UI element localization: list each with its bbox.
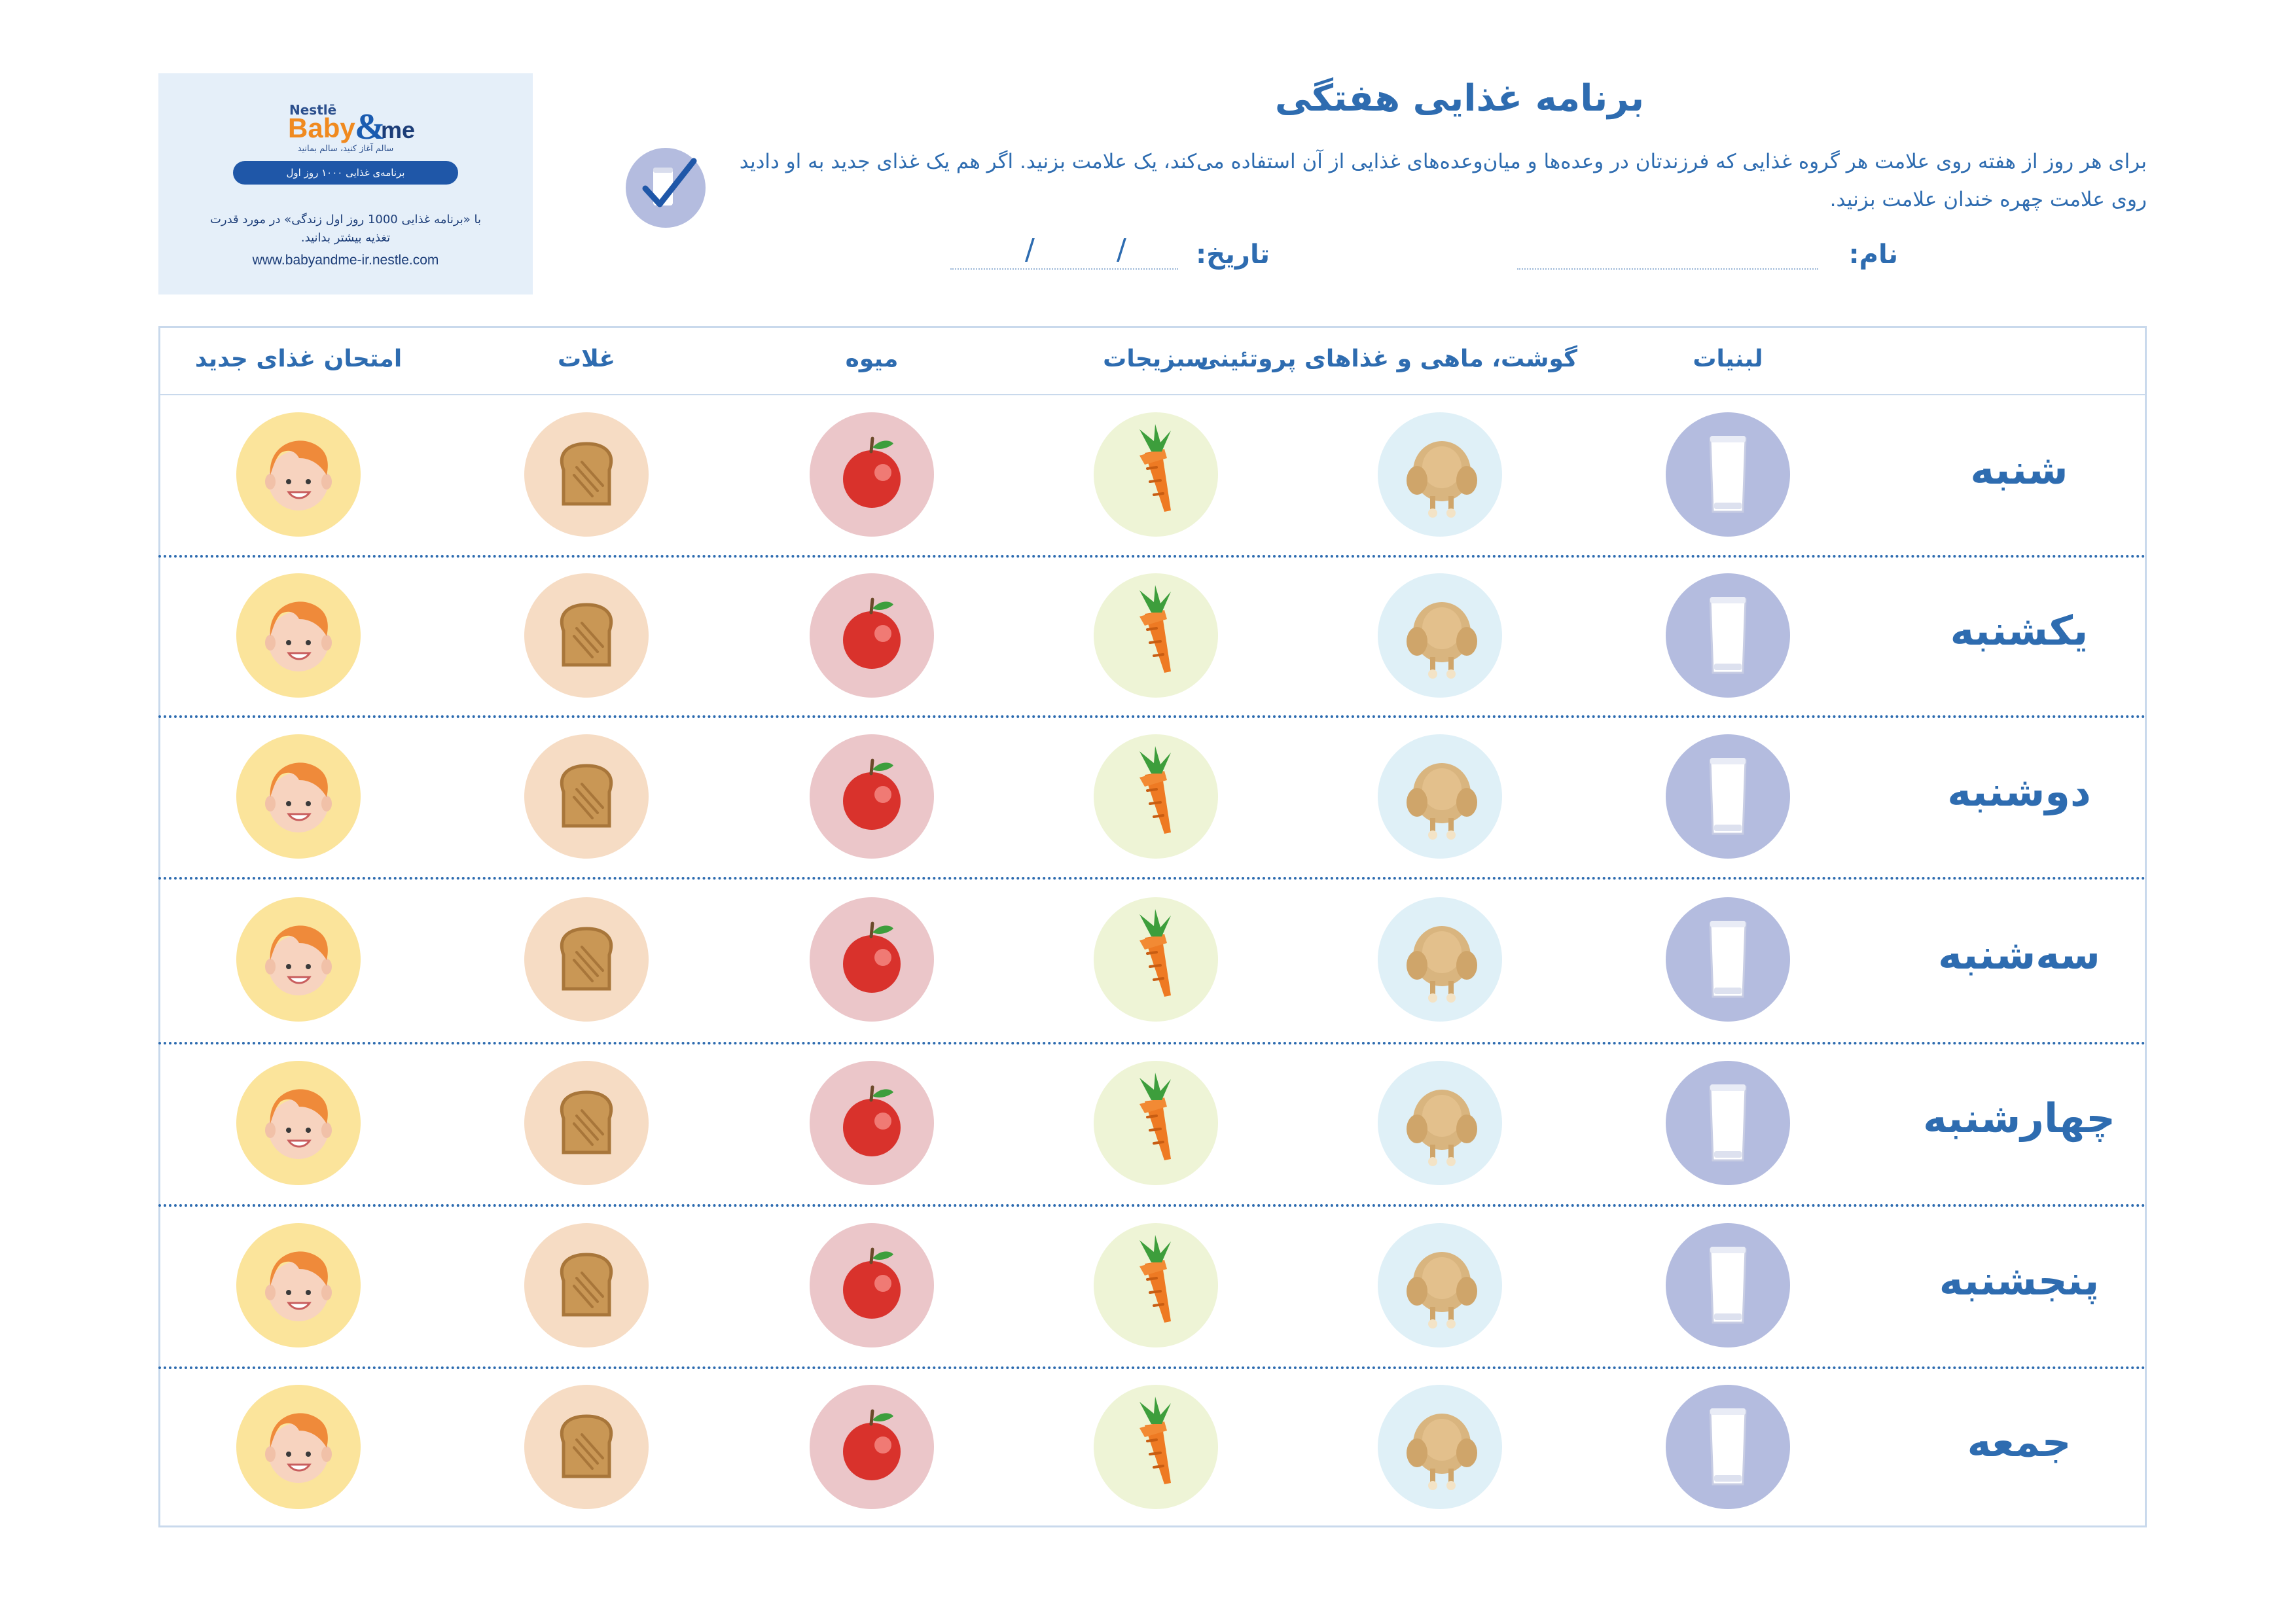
toast-icon[interactable] (524, 897, 649, 1022)
date-field[interactable] (950, 268, 1178, 270)
day-label: چهارشنبه (1923, 1094, 2115, 1142)
date-separator: / (1117, 233, 1126, 266)
chicken-icon[interactable] (1378, 1385, 1502, 1509)
day-label: شنبه (1970, 446, 2068, 493)
toast-icon[interactable] (524, 1223, 649, 1347)
apple-icon[interactable] (810, 1061, 934, 1185)
smiling-child-icon[interactable] (236, 1061, 361, 1185)
chicken-icon[interactable] (1378, 1061, 1502, 1185)
carrot-icon[interactable] (1094, 412, 1218, 537)
day-label: جمعه (1967, 1418, 2072, 1466)
name-label: نام: (1848, 240, 1898, 270)
chicken-icon[interactable] (1378, 1223, 1502, 1347)
apple-icon[interactable] (810, 412, 934, 537)
milk-glass-icon[interactable] (1666, 1061, 1790, 1185)
nestle-logo-text: Nestlē (289, 102, 337, 118)
instructions-text: برای هر روز از هفته روی علامت هر گروه غذ… (739, 150, 2147, 211)
smiling-child-icon[interactable] (236, 734, 361, 859)
toast-icon[interactable] (524, 1385, 649, 1509)
apple-icon[interactable] (810, 1385, 934, 1509)
row-divider (158, 1366, 2147, 1369)
smiling-child-icon[interactable] (236, 412, 361, 537)
carrot-icon[interactable] (1094, 734, 1218, 859)
milk-glass-icon[interactable] (1666, 412, 1790, 537)
milk-glass-icon[interactable] (1666, 1223, 1790, 1347)
smiling-child-icon[interactable] (236, 1385, 361, 1509)
chicken-icon[interactable] (1378, 734, 1502, 859)
day-label: دوشنبه (1947, 767, 2091, 815)
column-header-fruit: میوه (845, 346, 899, 372)
row-divider (158, 1204, 2147, 1207)
carrot-icon[interactable] (1094, 573, 1218, 698)
toast-icon[interactable] (524, 1061, 649, 1185)
column-header-vegetables: سبزیجات (1103, 346, 1209, 372)
brand-tagline: سالم آغاز کنید، سالم بمانید (297, 144, 394, 154)
milk-glass-icon[interactable] (1666, 897, 1790, 1022)
column-header-grains: غلات (557, 346, 616, 372)
chicken-icon[interactable] (1378, 412, 1502, 537)
chicken-icon[interactable] (1378, 897, 1502, 1022)
brand-url-link[interactable]: www.babyandme-ir.nestle.com (252, 253, 439, 268)
day-label: پنجشنبه (1939, 1257, 2100, 1304)
day-label: سه‌شنبه (1938, 931, 2100, 978)
column-header-new-food: امتحان غذای جدید (194, 346, 403, 372)
row-divider (158, 555, 2147, 558)
brand-program-pill: برنامه‌ی غذایی ۱۰۰۰ روز اول (233, 161, 458, 185)
table-header-divider (158, 394, 2147, 395)
smiling-child-icon[interactable] (236, 1223, 361, 1347)
brand-description: با «برنامه غذایی 1000 روز اول زندگی» در … (209, 213, 482, 245)
smiling-child-icon[interactable] (236, 897, 361, 1022)
date-label: تاریخ: (1196, 240, 1270, 270)
toast-icon[interactable] (524, 573, 649, 698)
milk-glass-icon[interactable] (1666, 1385, 1790, 1509)
page-title: برنامه غذایی هفتگی (1274, 77, 1645, 120)
row-divider (158, 715, 2147, 718)
name-field[interactable] (1517, 268, 1818, 270)
apple-icon[interactable] (810, 1223, 934, 1347)
toast-icon[interactable] (524, 412, 649, 537)
carrot-icon[interactable] (1094, 1385, 1218, 1509)
column-header-protein: گوشت، ماهی و غذاهای پروتئینی (1196, 346, 1577, 372)
meal-table (158, 326, 2147, 1527)
column-header-dairy: لبنیات (1693, 346, 1763, 372)
carrot-icon[interactable] (1094, 897, 1218, 1022)
chicken-icon[interactable] (1378, 573, 1502, 698)
row-divider (158, 1042, 2147, 1044)
day-label: یکشنبه (1950, 606, 2089, 654)
baby-logo-text: Baby (288, 113, 355, 143)
smiling-child-icon[interactable] (236, 573, 361, 698)
milk-glass-icon[interactable] (1666, 734, 1790, 859)
milk-check-icon (626, 148, 706, 228)
date-separator: / (1025, 233, 1035, 266)
row-divider (158, 877, 2147, 880)
carrot-icon[interactable] (1094, 1061, 1218, 1185)
brand-logo-box: Nestlē Baby & me سالم آغاز کنید، سالم بم… (158, 73, 533, 294)
apple-icon[interactable] (810, 573, 934, 698)
ampersand-logo-text: & (355, 107, 386, 147)
apple-icon[interactable] (810, 897, 934, 1022)
carrot-icon[interactable] (1094, 1223, 1218, 1347)
milk-glass-icon[interactable] (1666, 573, 1790, 698)
apple-icon[interactable] (810, 734, 934, 859)
toast-icon[interactable] (524, 734, 649, 859)
me-logo-text: me (381, 116, 416, 143)
